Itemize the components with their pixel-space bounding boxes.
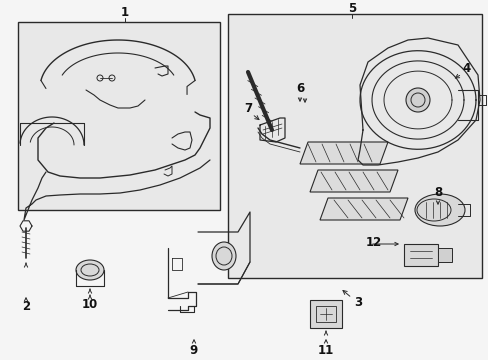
- Text: 7: 7: [244, 102, 251, 114]
- Text: 10: 10: [81, 297, 98, 310]
- Polygon shape: [299, 142, 387, 164]
- Text: 5: 5: [347, 1, 355, 14]
- Text: 9: 9: [189, 343, 198, 356]
- Bar: [309, 300, 341, 328]
- Text: 8: 8: [433, 185, 441, 198]
- Text: 6: 6: [295, 81, 304, 94]
- Bar: [437, 248, 451, 262]
- Text: 1: 1: [121, 5, 129, 18]
- Bar: [403, 244, 437, 266]
- Circle shape: [405, 88, 429, 112]
- Ellipse shape: [212, 242, 236, 270]
- Polygon shape: [309, 170, 397, 192]
- Text: 4: 4: [462, 62, 470, 75]
- Bar: [315, 306, 335, 322]
- Text: 2: 2: [22, 300, 30, 312]
- Bar: [18, 22, 220, 210]
- Bar: [227, 14, 481, 278]
- Text: 3: 3: [353, 296, 361, 309]
- Ellipse shape: [414, 194, 464, 226]
- Polygon shape: [319, 198, 407, 220]
- Text: 12: 12: [365, 235, 381, 248]
- Text: 11: 11: [317, 343, 333, 356]
- Ellipse shape: [76, 260, 104, 280]
